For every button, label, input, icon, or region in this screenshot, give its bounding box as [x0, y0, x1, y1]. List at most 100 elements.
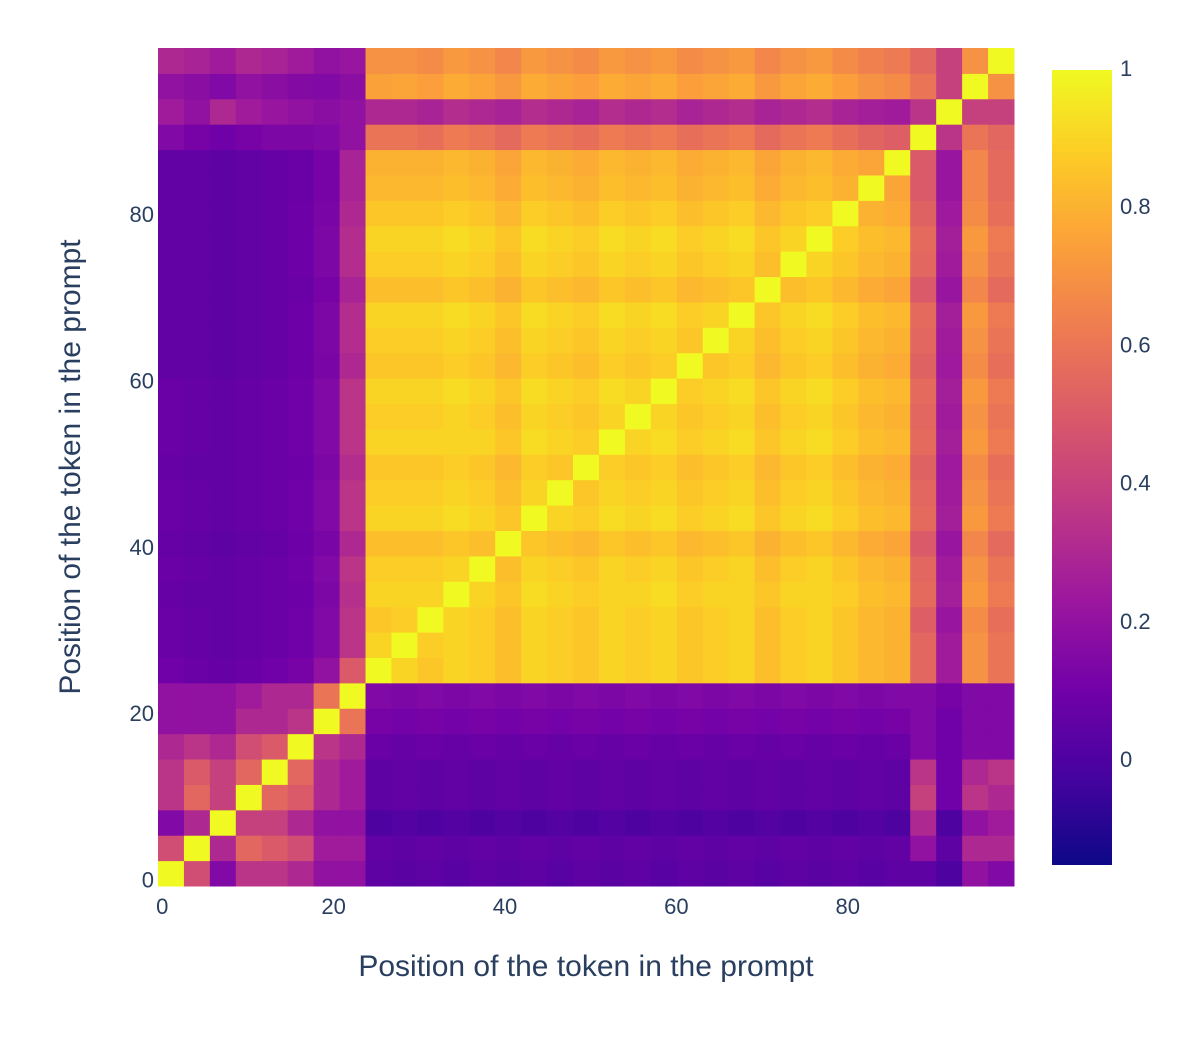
- heatmap-cell: [443, 505, 470, 531]
- heatmap-cell: [365, 530, 392, 557]
- heatmap-cell: [988, 759, 1015, 785]
- heatmap-cell: [728, 327, 756, 354]
- heatmap-cell: [728, 733, 756, 760]
- heatmap-cell: [780, 606, 807, 633]
- heatmap-cell: [365, 251, 392, 278]
- heatmap-cell: [962, 454, 989, 481]
- heatmap-cell: [780, 48, 807, 74]
- heatmap-cell: [962, 378, 989, 405]
- heatmap-cell: [650, 759, 678, 785]
- heatmap-cell: [832, 759, 859, 785]
- heatmap-cell: [832, 530, 859, 557]
- y-tick-label: 0: [142, 868, 154, 893]
- heatmap-cell: [313, 428, 341, 455]
- heatmap-cell: [209, 149, 237, 176]
- heatmap-cell: [936, 708, 963, 735]
- heatmap-cell: [573, 98, 600, 125]
- heatmap-cell: [910, 479, 937, 506]
- heatmap-cell: [287, 378, 315, 405]
- heatmap-cell: [209, 555, 237, 582]
- heatmap-cell: [858, 403, 885, 430]
- heatmap-cell: [261, 301, 289, 328]
- heatmap-cell: [624, 632, 652, 658]
- heatmap-cell: [702, 352, 730, 379]
- heatmap-cell: [780, 784, 807, 811]
- heatmap-cell: [547, 48, 574, 74]
- heatmap-cell: [287, 352, 315, 379]
- heatmap-cell: [624, 124, 652, 151]
- heatmap-cell: [235, 403, 263, 430]
- heatmap-cell: [780, 225, 807, 252]
- heatmap-cell: [702, 479, 730, 506]
- heatmap-cell: [884, 733, 911, 760]
- heatmap-cell: [391, 301, 418, 328]
- heatmap-cell: [547, 733, 574, 760]
- heatmap-cell: [313, 225, 341, 252]
- heatmap-cell: [598, 530, 626, 557]
- heatmap-cell: [261, 581, 289, 608]
- heatmap-cell: [650, 149, 678, 176]
- heatmap-cell: [443, 428, 470, 455]
- heatmap-cell: [858, 784, 885, 811]
- heatmap-cell: [624, 708, 652, 735]
- heatmap-cell: [910, 48, 937, 74]
- heatmap-cell: [936, 682, 963, 709]
- heatmap-cell: [443, 860, 470, 887]
- heatmap-cell: [702, 682, 730, 709]
- heatmap-cell: [573, 555, 600, 582]
- heatmap-cell: [209, 403, 237, 430]
- heatmap-cell: [936, 505, 963, 531]
- heatmap-cell: [624, 48, 652, 74]
- heatmap-cell: [728, 352, 756, 379]
- heatmap-cell: [884, 276, 911, 303]
- heatmap-cell: [495, 479, 522, 506]
- x-tick-label: 80: [836, 894, 860, 919]
- heatmap-cell: [780, 276, 807, 303]
- heatmap-cell: [287, 174, 315, 201]
- heatmap-cell: [261, 454, 289, 481]
- heatmap-cell: [391, 124, 418, 151]
- heatmap-cell: [495, 174, 522, 201]
- heatmap-cell: [339, 98, 367, 125]
- heatmap-cell: [391, 403, 418, 430]
- heatmap-cell: [832, 48, 859, 74]
- heatmap-cell: [780, 632, 807, 658]
- heatmap-cell: [495, 784, 522, 811]
- heatmap-cell: [443, 403, 470, 430]
- heatmap-cell: [339, 555, 367, 582]
- heatmap-cell: [339, 784, 367, 811]
- heatmap-cell: [780, 378, 807, 405]
- heatmap-cell: [313, 276, 341, 303]
- heatmap-cell: [261, 708, 289, 735]
- heatmap-cell: [910, 124, 937, 151]
- heatmap-cell: [417, 327, 444, 354]
- heatmap-cell: [884, 860, 911, 887]
- heatmap-cell: [858, 682, 885, 709]
- heatmap-cell: [339, 606, 367, 633]
- heatmap-cell: [910, 200, 937, 227]
- heatmap-cell: [209, 428, 237, 455]
- y-tick-label: 60: [130, 368, 154, 393]
- heatmap-cell: [417, 174, 444, 201]
- heatmap-cell: [521, 251, 548, 278]
- heatmap-cell: [339, 657, 367, 684]
- heatmap-cell: [521, 428, 548, 455]
- heatmap-cell: [209, 835, 237, 862]
- heatmap-cell: [209, 860, 237, 887]
- heatmap-cell: [728, 428, 756, 455]
- heatmap-cell: [339, 733, 367, 760]
- heatmap-cell: [573, 860, 600, 887]
- heatmap-cell: [209, 98, 237, 125]
- heatmap-cell: [547, 352, 574, 379]
- heatmap-cell: [469, 73, 496, 100]
- heatmap-cell: [417, 352, 444, 379]
- heatmap-cell: [235, 784, 263, 811]
- heatmap-cell: [754, 98, 782, 125]
- heatmap-cell: [235, 225, 263, 252]
- heatmap-cell: [443, 73, 470, 100]
- heatmap-cell: [469, 454, 496, 481]
- heatmap-cell: [598, 759, 626, 785]
- heatmap-cell: [573, 403, 600, 430]
- heatmap-cell: [469, 505, 496, 531]
- heatmap-cell: [832, 454, 859, 481]
